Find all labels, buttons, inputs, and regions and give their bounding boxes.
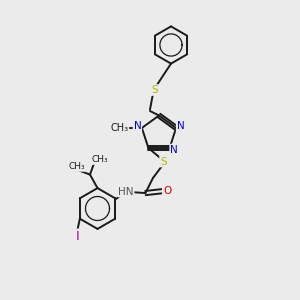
Text: S: S bbox=[151, 85, 158, 95]
Text: CH₃: CH₃ bbox=[92, 155, 108, 164]
Text: CH₃: CH₃ bbox=[110, 123, 128, 133]
Text: N: N bbox=[170, 145, 178, 154]
Text: HN: HN bbox=[118, 187, 134, 196]
Text: I: I bbox=[76, 230, 79, 243]
Text: S: S bbox=[160, 157, 167, 166]
Text: N: N bbox=[134, 122, 141, 131]
Text: CH₃: CH₃ bbox=[68, 162, 85, 171]
Text: N: N bbox=[177, 122, 184, 131]
Text: O: O bbox=[163, 186, 171, 196]
